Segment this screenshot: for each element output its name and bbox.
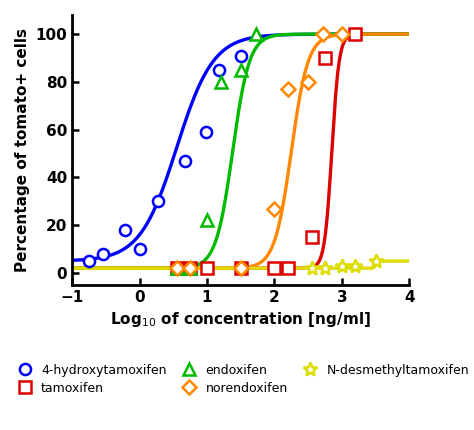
X-axis label: Log$_{10}$ of concentration [ng/ml]: Log$_{10}$ of concentration [ng/ml]	[110, 310, 371, 329]
Y-axis label: Percentage of tomato+ cells: Percentage of tomato+ cells	[15, 28, 30, 272]
Legend: 4-hydroxytamoxifen, tamoxifen, endoxifen, norendoxifen, N-desmethyltamoxifen: 4-hydroxytamoxifen, tamoxifen, endoxifen…	[8, 359, 474, 400]
